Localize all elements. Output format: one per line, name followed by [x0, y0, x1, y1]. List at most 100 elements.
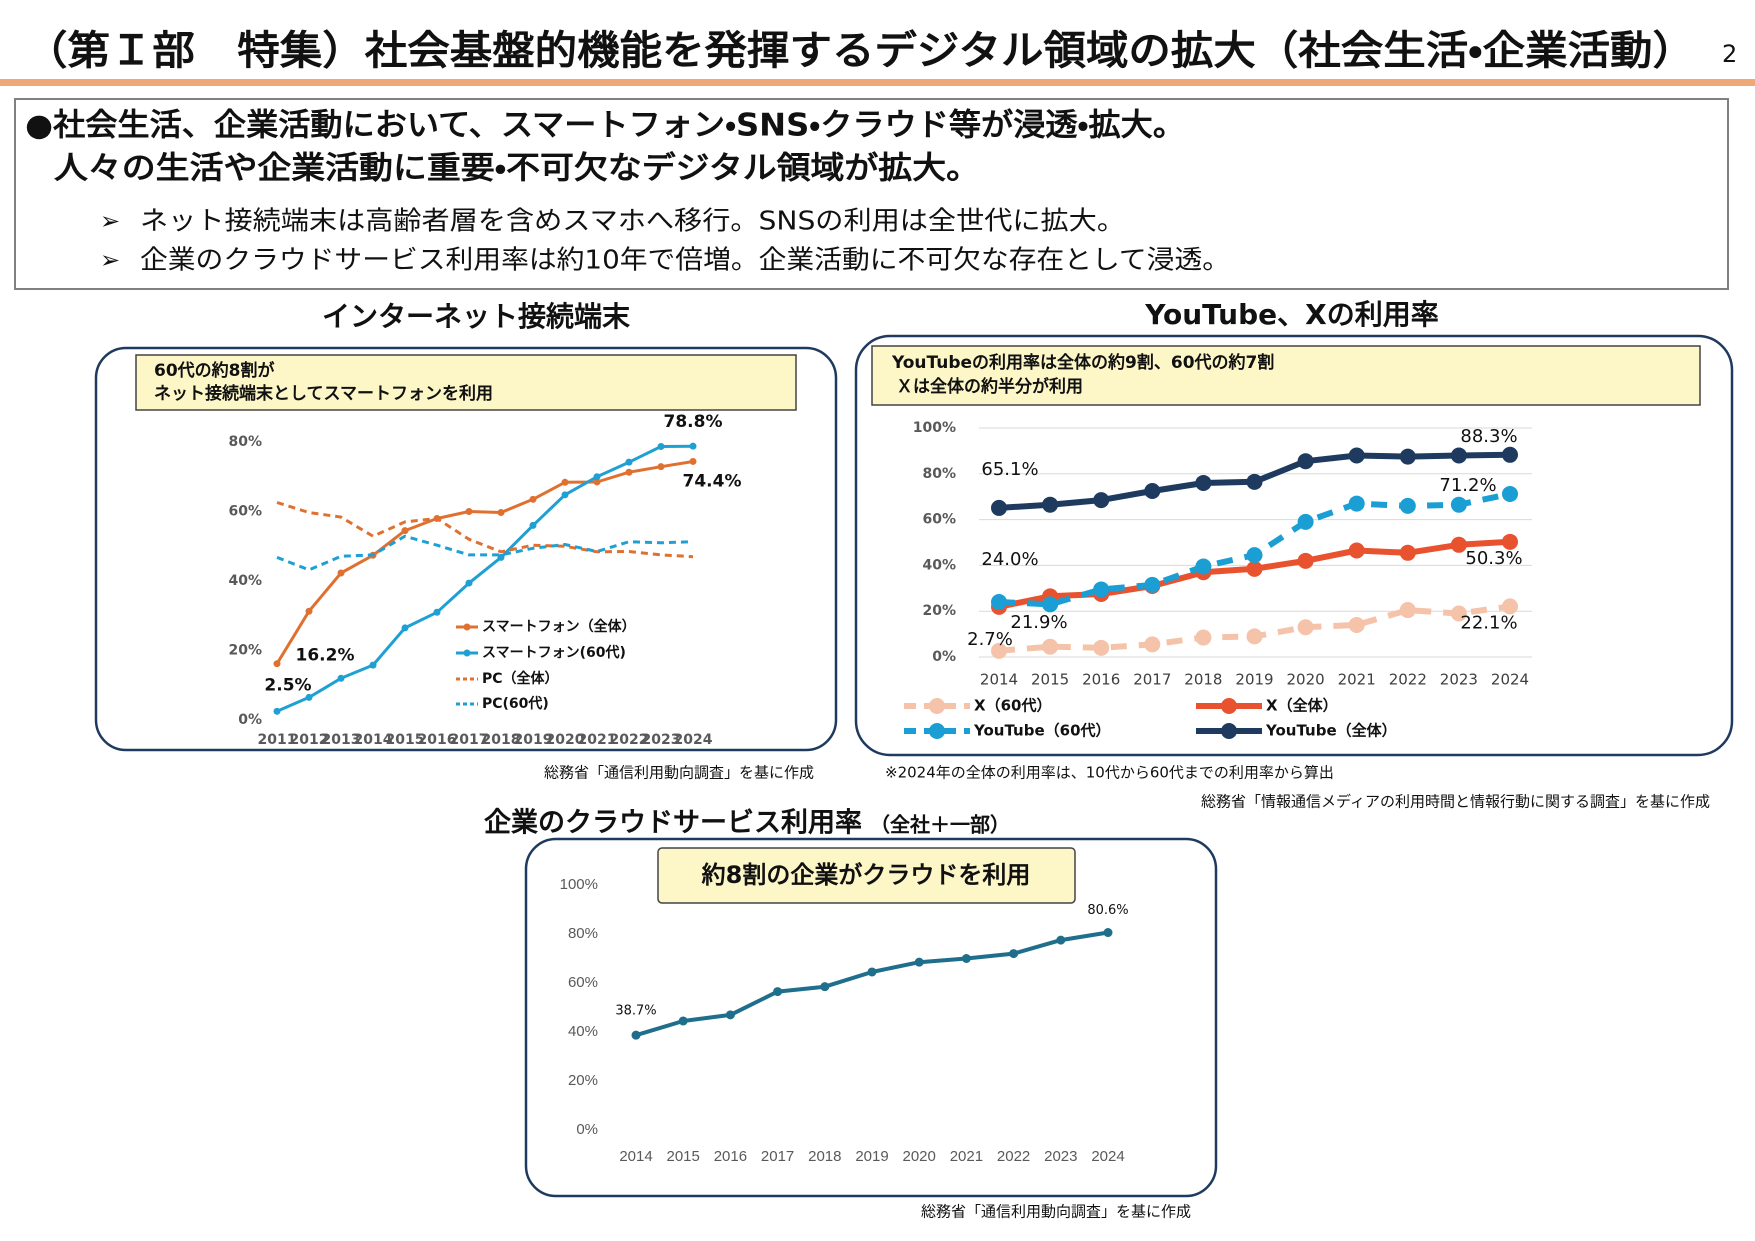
chart-title: インターネット接続端末	[322, 300, 630, 333]
point	[1348, 616, 1365, 633]
data-label: 71.2%	[1439, 475, 1496, 496]
point	[1195, 558, 1212, 575]
legend-swatch	[463, 649, 471, 657]
x-tick-label: 2023	[1440, 671, 1478, 689]
point	[657, 443, 665, 451]
x-tick-label: 2023	[1044, 1148, 1077, 1165]
data-label: 2.5%	[264, 675, 311, 695]
point	[1297, 552, 1314, 569]
x-tick-label: 2021	[950, 1148, 983, 1165]
point	[1399, 544, 1416, 561]
point	[991, 499, 1007, 516]
series-line	[276, 501, 694, 559]
page-number: 2	[1722, 40, 1737, 68]
data-label: 38.7%	[615, 1004, 656, 1019]
x-tick-label: 2017	[761, 1148, 794, 1165]
point	[625, 468, 633, 476]
x-tick-label: 2020	[903, 1148, 936, 1165]
data-label: 24.0%	[981, 549, 1038, 570]
y-tick-label: 60%	[568, 974, 598, 991]
point	[273, 660, 281, 668]
bullet-marker: ➢	[100, 246, 120, 274]
point	[1502, 533, 1518, 550]
point	[561, 478, 569, 486]
point	[593, 473, 601, 481]
point	[1144, 482, 1161, 499]
point	[1042, 596, 1059, 613]
x-tick-label: 2018	[808, 1148, 841, 1165]
callout: 60代の約8割が	[154, 360, 275, 381]
headline: 人々の生活や企業活動に重要・不可欠なデジタル領域が拡大。	[53, 151, 980, 187]
x-tick-label: 2019	[514, 732, 553, 748]
callout: Ｘは全体の約半分が利用	[896, 376, 1083, 397]
series-line	[276, 444, 694, 713]
point	[529, 495, 537, 503]
y-tick-label: 0%	[576, 1121, 598, 1138]
source: 総務省「通信利用動向調査」を基に作成	[921, 1203, 1191, 1221]
point	[1348, 447, 1365, 464]
data-label: 88.3%	[1460, 426, 1517, 447]
x-tick-label: 2014	[354, 732, 393, 748]
x-tick-label: 2013	[322, 732, 361, 748]
data-label: 22.1%	[1460, 612, 1517, 633]
point	[1502, 485, 1518, 502]
point	[401, 624, 409, 632]
x-tick-label: 2022	[997, 1148, 1030, 1165]
point	[593, 478, 601, 486]
legend-label: PC(60代)	[482, 695, 549, 712]
data-label: 65.1%	[981, 459, 1038, 480]
bullet-marker: ➢	[100, 207, 120, 235]
y-tick-label: 80%	[228, 434, 262, 450]
y-tick-label: 20%	[228, 643, 262, 659]
y-tick-label: 60%	[922, 512, 956, 528]
point	[1246, 473, 1263, 490]
x-tick-label: 2021	[578, 732, 617, 748]
chart-subtitle: （全社＋一部）	[870, 813, 1010, 837]
point	[1195, 629, 1212, 646]
x-tick-label: 2015	[386, 732, 425, 748]
point	[991, 642, 1007, 659]
chart-panel	[524, 837, 1218, 1198]
point	[725, 1010, 735, 1020]
point	[1093, 492, 1110, 509]
point	[1042, 496, 1059, 513]
point	[1246, 560, 1263, 577]
point	[1103, 928, 1113, 938]
point	[1450, 605, 1467, 622]
point	[1246, 547, 1263, 564]
point	[1297, 619, 1314, 636]
y-tick-label: 100%	[560, 876, 598, 893]
x-tick-label: 2022	[610, 732, 649, 748]
point	[1450, 496, 1467, 513]
y-tick-label: 80%	[568, 925, 598, 942]
x-tick-label: 2016	[714, 1148, 747, 1165]
slide-title: （第Ｉ部 特集）社会基盤的機能を発揮するデジタル領域の拡大（社会生活・企業活動）	[25, 28, 1695, 74]
chart-panel	[854, 334, 1734, 757]
point	[433, 608, 441, 616]
source: 総務省「情報通信メディアの利用時間と情報行動に関する調査」を基に作成	[1201, 793, 1710, 811]
point	[961, 954, 971, 963]
callout-box	[135, 354, 797, 411]
x-tick-label: 2022	[1389, 671, 1427, 689]
point	[465, 508, 473, 515]
legend-swatch	[929, 698, 945, 714]
legend-swatch	[1221, 698, 1237, 714]
chart-panel	[94, 346, 838, 752]
y-tick-label: 80%	[922, 466, 956, 482]
x-tick-label: 2016	[418, 732, 457, 748]
point	[1502, 598, 1518, 615]
point	[1056, 935, 1066, 945]
x-tick-label: 2020	[546, 732, 585, 748]
x-tick-label: 2018	[1184, 671, 1222, 689]
point	[337, 569, 345, 577]
point	[1144, 576, 1161, 593]
x-tick-label: 2019	[1235, 671, 1273, 689]
x-tick-label: 2016	[1082, 671, 1120, 689]
point	[689, 457, 697, 465]
x-tick-label: 2024	[1091, 1148, 1124, 1165]
legend-swatch	[1221, 723, 1237, 739]
x-tick-label: 2018	[482, 732, 521, 748]
y-tick-label: 40%	[922, 557, 956, 573]
x-tick-label: 2023	[642, 732, 681, 748]
source: 総務省「通信利用動向調査」を基に作成	[544, 764, 814, 782]
